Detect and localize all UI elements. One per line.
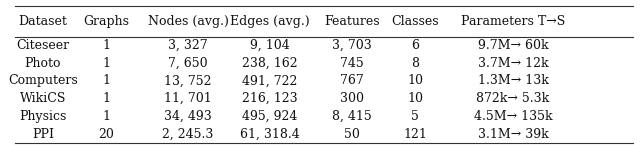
- Text: Computers: Computers: [8, 74, 78, 87]
- Text: 11, 701: 11, 701: [164, 92, 212, 105]
- Text: 4.5M→ 135k: 4.5M→ 135k: [474, 110, 552, 123]
- Text: 495, 924: 495, 924: [243, 110, 298, 123]
- Text: Photo: Photo: [25, 57, 61, 70]
- Text: 3.1M→ 39k: 3.1M→ 39k: [477, 127, 548, 141]
- Text: 1: 1: [102, 74, 110, 87]
- Text: 121: 121: [403, 127, 428, 141]
- Text: 3, 327: 3, 327: [168, 39, 208, 52]
- Text: 50: 50: [344, 127, 360, 141]
- Text: 9, 104: 9, 104: [250, 39, 290, 52]
- Text: PPI: PPI: [32, 127, 54, 141]
- Text: Physics: Physics: [19, 110, 67, 123]
- Text: 238, 162: 238, 162: [243, 57, 298, 70]
- Text: 300: 300: [340, 92, 364, 105]
- Text: Classes: Classes: [392, 15, 439, 28]
- Text: Features: Features: [324, 15, 380, 28]
- Text: 491, 722: 491, 722: [243, 74, 298, 87]
- Text: 216, 123: 216, 123: [243, 92, 298, 105]
- Text: 6: 6: [412, 39, 419, 52]
- Text: 1: 1: [102, 39, 110, 52]
- Text: 745: 745: [340, 57, 364, 70]
- Text: 1.3M→ 13k: 1.3M→ 13k: [477, 74, 548, 87]
- Text: Dataset: Dataset: [19, 15, 67, 28]
- Text: Edges (avg.): Edges (avg.): [230, 15, 310, 28]
- Text: 9.7M→ 60k: 9.7M→ 60k: [478, 39, 548, 52]
- Text: 20: 20: [98, 127, 114, 141]
- Text: 1: 1: [102, 92, 110, 105]
- Text: 10: 10: [407, 74, 423, 87]
- Text: Citeseer: Citeseer: [17, 39, 70, 52]
- Text: WikiCS: WikiCS: [20, 92, 66, 105]
- Text: 34, 493: 34, 493: [164, 110, 212, 123]
- Text: 3, 703: 3, 703: [332, 39, 372, 52]
- Text: 767: 767: [340, 74, 364, 87]
- Text: 61, 318.4: 61, 318.4: [240, 127, 300, 141]
- Text: 3.7M→ 12k: 3.7M→ 12k: [478, 57, 548, 70]
- Text: 1: 1: [102, 110, 110, 123]
- Text: 5: 5: [412, 110, 419, 123]
- Text: 7, 650: 7, 650: [168, 57, 208, 70]
- Text: Parameters T→S: Parameters T→S: [461, 15, 565, 28]
- Text: 1: 1: [102, 57, 110, 70]
- Text: 13, 752: 13, 752: [164, 74, 212, 87]
- Text: 8: 8: [412, 57, 419, 70]
- Text: 872k→ 5.3k: 872k→ 5.3k: [476, 92, 550, 105]
- Text: Graphs: Graphs: [83, 15, 129, 28]
- Text: 10: 10: [407, 92, 423, 105]
- Text: Nodes (avg.): Nodes (avg.): [148, 15, 228, 28]
- Text: 8, 415: 8, 415: [332, 110, 372, 123]
- Text: 2, 245.3: 2, 245.3: [163, 127, 214, 141]
